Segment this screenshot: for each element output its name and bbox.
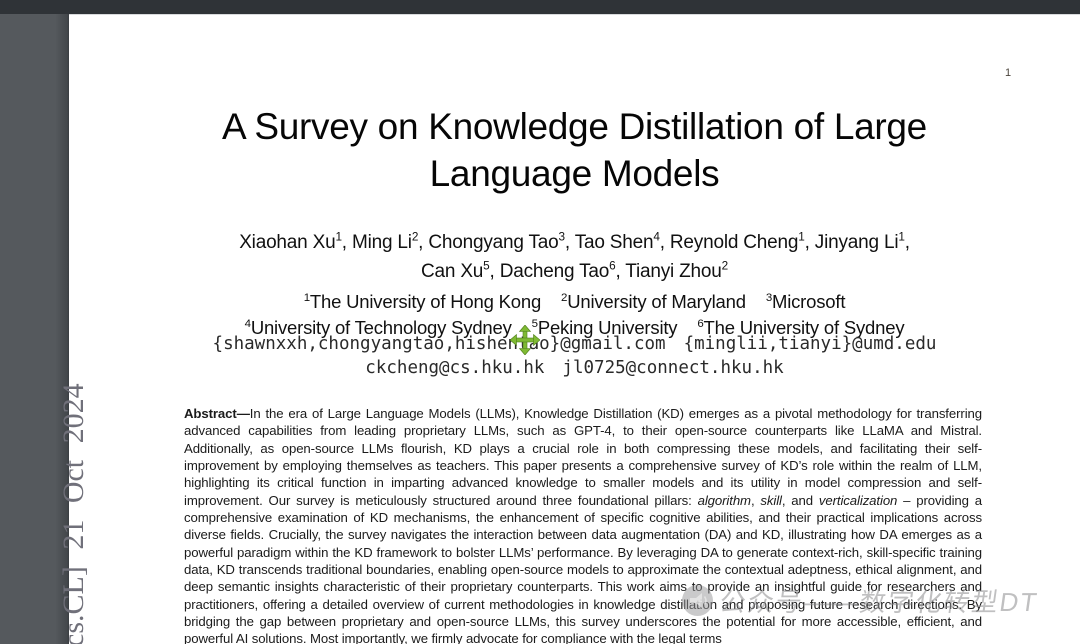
- author: Xiaohan Xu1,: [239, 231, 352, 254]
- author: Ming Li2,: [351, 231, 429, 254]
- paper-title-line1: A Survey on Knowledge Distillation of La…: [222, 106, 927, 147]
- viewer-left-margin: [0, 14, 69, 644]
- email-line: ckcheng@cs.hku.hk jl0725@connect.hku.hk: [69, 357, 1080, 381]
- abstract-dash: —: [236, 406, 250, 421]
- author: Tao Shen4,: [574, 231, 670, 254]
- email-group: {minglii,tianyi}@umd.edu: [683, 334, 937, 354]
- affiliation: 6The University of Sydney: [697, 317, 905, 339]
- affiliation: 2University of Maryland: [561, 291, 746, 313]
- paper-title: A Survey on Knowledge Distillation of La…: [69, 103, 1080, 197]
- email-group: jl0725@connect.hku.hk: [562, 357, 784, 378]
- author: Reynold Cheng1,: [669, 231, 815, 254]
- window-top-bar: [0, 0, 1080, 14]
- abstract-paragraph: Abstract—In the era of Large Language Mo…: [184, 406, 982, 644]
- affiliation-line: 4University of Technology Sydney 5Peking …: [69, 313, 1080, 339]
- affiliation: 1The University of Hong Kong: [303, 291, 542, 313]
- pdf-page[interactable]: 1 A Survey on Knowledge Distillation of …: [57, 14, 1080, 644]
- affiliation: 5Peking University: [531, 317, 678, 339]
- abstract-label: Abstract: [184, 406, 237, 421]
- email-line: {shawnxxh,chongyangtao,hishentao}@gmail.…: [69, 333, 1080, 357]
- affiliation: 4University of Technology Sydney: [244, 317, 512, 339]
- page-number: 1: [1005, 67, 1012, 79]
- email-list: {shawnxxh,chongyangtao,hishentao}@gmail.…: [69, 333, 1080, 380]
- affiliation-line: 1The University of Hong Kong 2University …: [69, 287, 1080, 313]
- email-group: ckcheng@cs.hku.hk: [365, 357, 545, 378]
- author: Jinyang Li1,: [814, 231, 910, 254]
- author: Tianyi Zhou2: [625, 259, 729, 282]
- author-line: Can Xu5, Dacheng Tao6, Tianyi Zhou2: [69, 254, 1080, 282]
- author-list: Xiaohan Xu1, Ming Li2, Chongyang Tao3, T…: [69, 226, 1080, 283]
- move-cursor-icon: [510, 325, 540, 355]
- paper-title-line2: Language Models: [429, 153, 720, 194]
- author: Chongyang Tao3,: [428, 231, 575, 254]
- email-group: {shawnxxh,chongyangtao,hishentao}@gmail.…: [212, 334, 666, 354]
- author-line: Xiaohan Xu1, Ming Li2, Chongyang Tao3, T…: [69, 226, 1080, 254]
- author: Can Xu5,: [420, 259, 500, 282]
- author: Dacheng Tao6,: [499, 259, 626, 282]
- affiliation: 3Microsoft: [765, 291, 846, 313]
- affiliation-list: 1The University of Hong Kong 2University …: [69, 287, 1080, 339]
- arxiv-stamp: cs.CL] 21 Oct 2024: [57, 383, 90, 644]
